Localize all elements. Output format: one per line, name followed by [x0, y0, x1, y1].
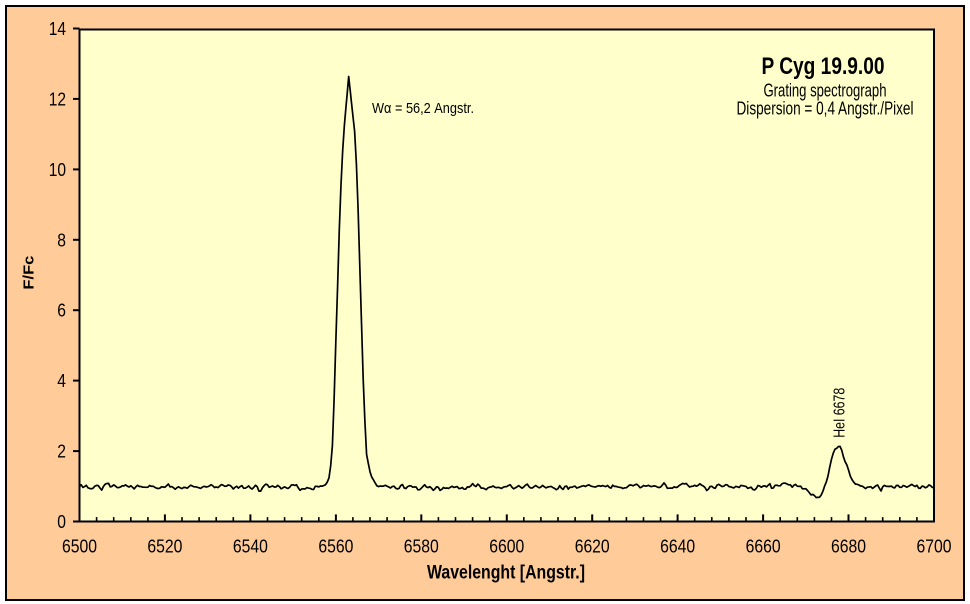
svg-text:4: 4 — [57, 371, 66, 391]
svg-text:HeI 6678: HeI 6678 — [832, 388, 849, 438]
svg-text:Grating spectrograph: Grating spectrograph — [764, 81, 887, 101]
svg-text:6500: 6500 — [62, 537, 97, 557]
svg-text:6: 6 — [57, 301, 66, 321]
svg-text:12: 12 — [49, 89, 66, 109]
svg-text:6640: 6640 — [660, 537, 695, 557]
svg-text:8: 8 — [57, 230, 66, 250]
svg-text:6600: 6600 — [489, 537, 524, 557]
svg-text:6560: 6560 — [318, 537, 353, 557]
svg-text:P Cyg 19.9.00: P Cyg 19.9.00 — [762, 53, 885, 80]
svg-text:2: 2 — [57, 442, 66, 462]
svg-text:6620: 6620 — [575, 537, 610, 557]
svg-text:6580: 6580 — [404, 537, 439, 557]
svg-text:6680: 6680 — [831, 537, 866, 557]
svg-text:14: 14 — [49, 19, 66, 39]
svg-text:6700: 6700 — [917, 537, 952, 557]
svg-text:Wα = 56,2 Angstr.: Wα = 56,2 Angstr. — [372, 100, 474, 117]
svg-text:0: 0 — [57, 512, 66, 532]
svg-text:6520: 6520 — [147, 537, 182, 557]
svg-text:Dispersion = 0,4 Angstr./Pixel: Dispersion = 0,4 Angstr./Pixel — [737, 99, 914, 119]
svg-text:F/Fc: F/Fc — [20, 256, 37, 290]
svg-text:10: 10 — [49, 160, 66, 180]
svg-text:6540: 6540 — [233, 537, 268, 557]
svg-text:6660: 6660 — [746, 537, 781, 557]
svg-text:Wavelenght [Angstr.]: Wavelenght [Angstr.] — [427, 563, 585, 584]
